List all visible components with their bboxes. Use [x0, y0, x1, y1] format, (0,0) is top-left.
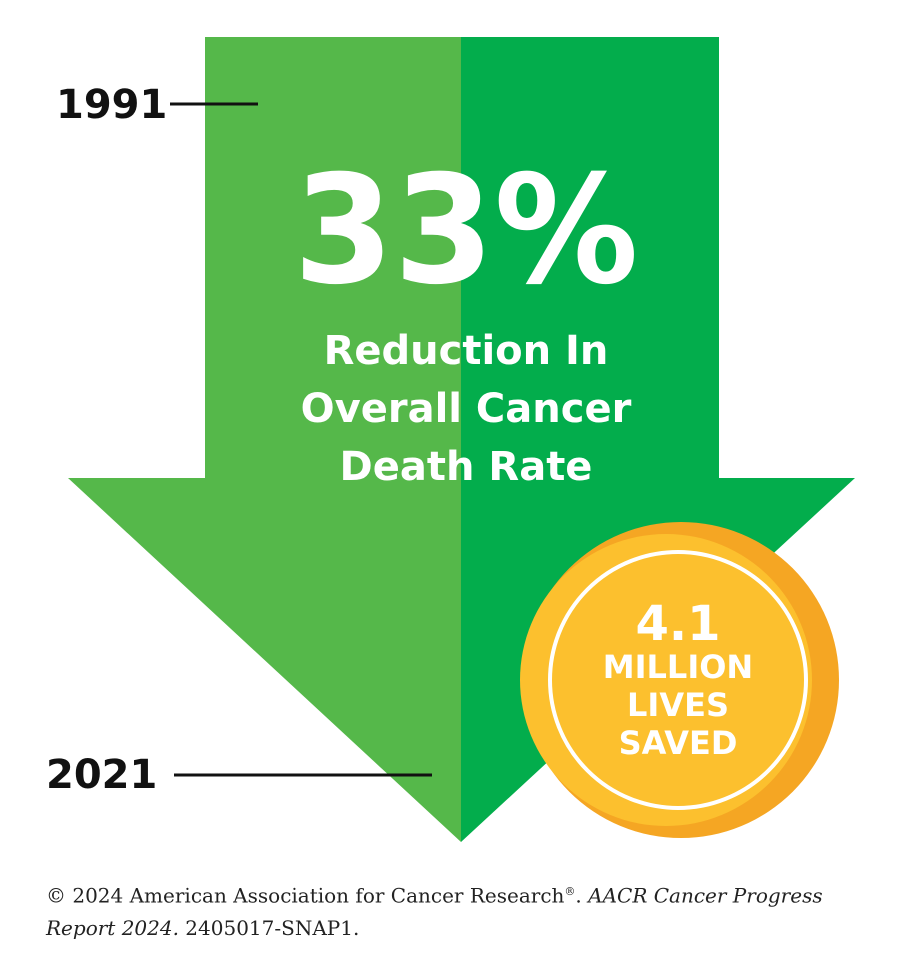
copyright-footer: © 2024 American Association for Cancer R… — [46, 876, 866, 944]
badge-inner-circle — [520, 534, 812, 826]
down-arrow-left-half — [68, 37, 461, 842]
registered-mark: ® — [564, 885, 576, 898]
badge-number: 4.1 — [635, 596, 720, 652]
badge-line-1: MILLION — [603, 648, 753, 686]
report-title: AACR Cancer Progress Report 2024. — [46, 883, 823, 940]
footer-separator: . — [575, 883, 589, 908]
headline-line-1: Reduction In — [324, 328, 609, 374]
start-year-label: 1991 — [56, 82, 167, 128]
reduction-percentage: 33% — [294, 144, 639, 318]
copyright-text: © 2024 American Association for Cancer R… — [46, 883, 565, 908]
badge-line-3: SAVED — [619, 724, 738, 762]
lives-saved-badge: 4.1 MILLION LIVES SAVED — [520, 522, 839, 838]
headline-line-3: Death Rate — [340, 444, 593, 490]
headline-line-2: Overall Cancer — [301, 386, 632, 432]
report-code: 2405017-SNAP1. — [178, 915, 360, 940]
end-year-label: 2021 — [46, 752, 157, 798]
badge-ring — [548, 550, 808, 810]
badge-line-2: LIVES — [627, 686, 729, 724]
